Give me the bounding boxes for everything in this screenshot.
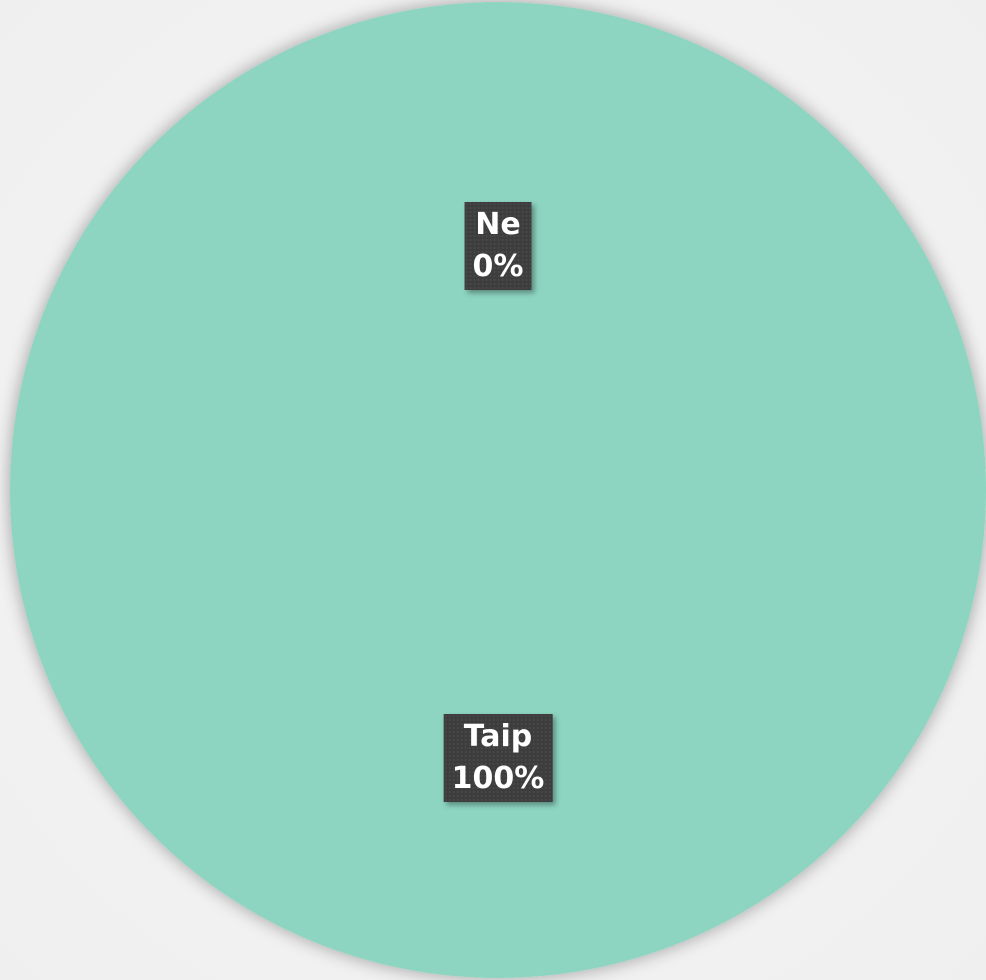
pie-slices [10, 2, 986, 978]
data-label-taip-percent: 100% [451, 761, 545, 797]
data-label-taip: Taip 100% [443, 714, 553, 803]
data-label-taip-name: Taip [463, 719, 533, 755]
data-label-ne: Ne 0% [464, 202, 532, 290]
data-label-ne-name: Ne [475, 207, 521, 242]
pie-slice-taip [10, 2, 986, 978]
data-label-ne-percent: 0% [472, 249, 524, 284]
